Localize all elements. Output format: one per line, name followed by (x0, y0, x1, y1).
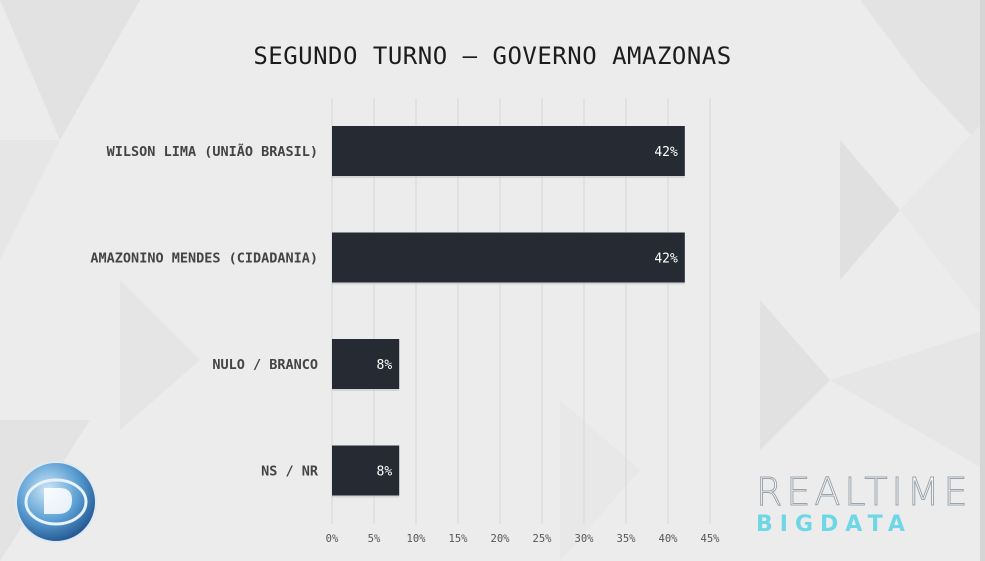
brand-line-1: REALTIME (756, 470, 972, 514)
x-tick-label: 15% (449, 533, 469, 545)
x-tick-label: 45% (701, 533, 721, 545)
category-label: WILSON LIMA (UNIÃO BRASIL) (107, 143, 318, 160)
category-label: NS / NR (261, 464, 319, 480)
data-label: 8% (377, 465, 393, 480)
realtime-bigdata-logo: REALTIME BIGDATA (756, 470, 972, 538)
x-tick-label: 30% (575, 533, 595, 545)
category-label: AMAZONINO MENDES (CIDADANIA) (90, 251, 318, 267)
x-tick-label: 40% (659, 533, 679, 545)
x-tick-label: 10% (407, 533, 427, 545)
bar (332, 445, 400, 496)
bar (332, 126, 685, 176)
category-label: NULO / BRANCO (212, 357, 318, 373)
x-tick-label: 25% (533, 533, 553, 545)
x-tick-label: 35% (617, 533, 637, 545)
record-tv-logo (15, 461, 97, 543)
bar (332, 232, 685, 283)
chart-title: SEGUNDO TURNO – GOVERNO AMAZONAS (253, 42, 732, 70)
x-tick-label: 20% (491, 533, 511, 545)
data-label: 42% (654, 145, 678, 160)
x-tick-label: 0% (326, 533, 339, 545)
bar (332, 339, 400, 389)
x-tick-label: 5% (368, 533, 381, 545)
data-label: 8% (377, 358, 393, 373)
brand-line-2: BIGDATA (756, 512, 912, 537)
data-label: 42% (654, 252, 678, 267)
